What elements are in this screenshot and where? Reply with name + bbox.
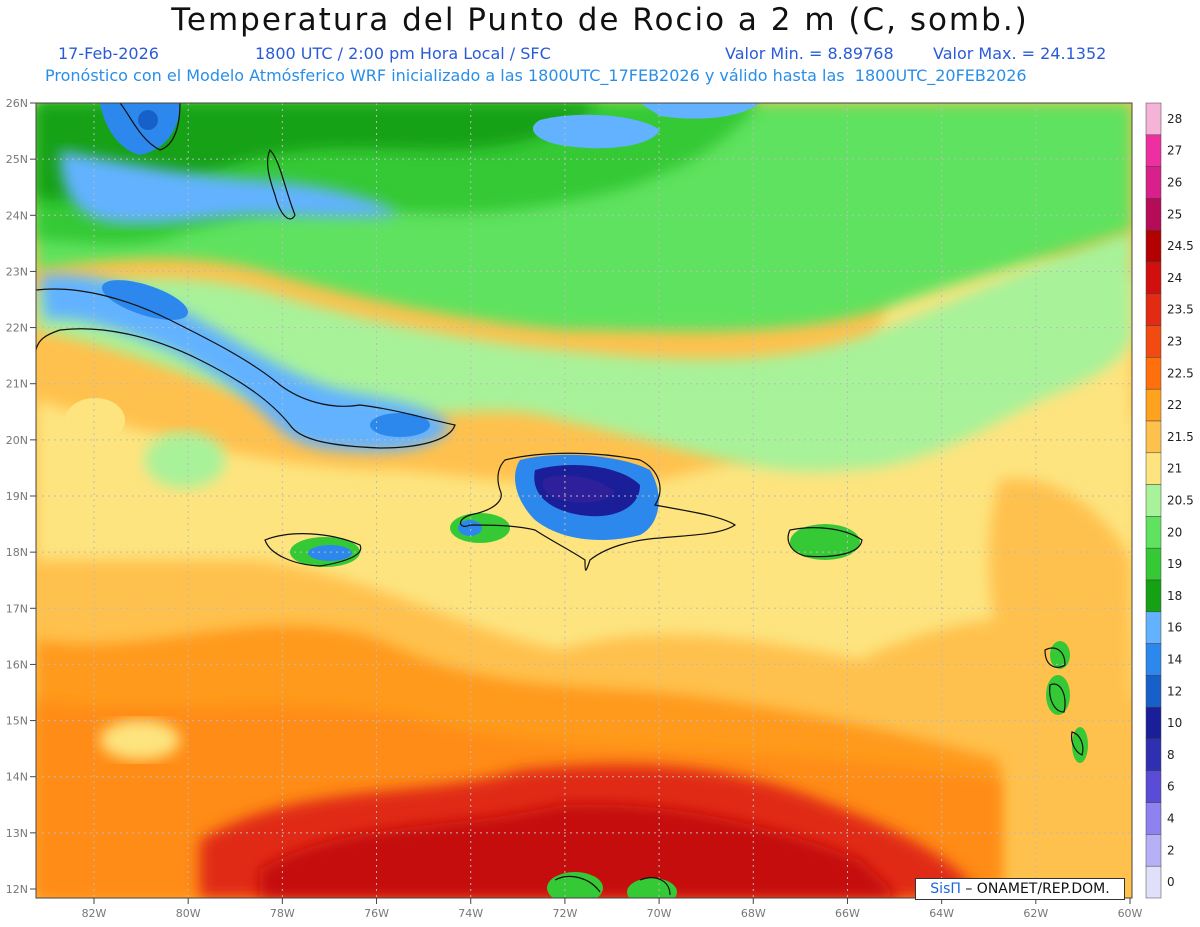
legend-swatch [1145,388,1162,422]
legend-label: 22.5 [1167,366,1194,380]
legend-label: 21 [1167,462,1182,476]
legend-swatch [1145,706,1162,740]
min-value-label: Valor Min. = 8.89768 [725,44,894,63]
legend-swatch [1145,611,1162,644]
lon-tick-label: 68W [741,907,766,920]
legend-label: 20 [1167,525,1182,539]
lat-tick-label: 26N [6,97,28,110]
legend-label: 26 [1167,176,1182,190]
lon-tick-label: 66W [835,907,860,920]
legend-swatch [1145,293,1162,326]
legend-label: 24 [1167,271,1182,285]
lat-tick-label: 21N [6,378,28,391]
longitude-labels: 82W 80W 78W 76W 74W 72W 70W 68W 66W 64W 62W 60W [82,898,1143,920]
lat-tick-label: 15N [6,715,28,728]
legend-label: 2 [1167,843,1175,857]
legend-swatch [1145,770,1162,803]
lat-tick-label: 20N [6,434,28,447]
legend-swatch [1145,357,1162,390]
latitude-labels: 26N 25N 24N 23N 22N 21N 20N 19N 18N 17N 16N 15N 14N 1… [6,97,36,896]
lon-tick-label: 70W [647,907,672,920]
date-label: 17-Feb-2026 [58,44,159,63]
legend-swatch [1145,420,1162,454]
legend-label: 0 [1167,875,1175,889]
legend-label: 12 [1167,684,1182,698]
legend-label: 24.5 [1167,239,1194,253]
lon-tick-label: 60W [1118,907,1143,920]
legend-swatch [1145,484,1162,517]
lat-tick-label: 23N [6,265,28,278]
legend-label: 6 [1167,780,1175,794]
time-label: 1800 UTC / 2:00 pm Hora Local / SFC [255,44,551,63]
legend-label: 25 [1167,207,1182,221]
max-value-label: Valor Max. = 24.1352 [933,44,1107,63]
lon-tick-label: 64W [929,907,954,920]
lon-tick-label: 80W [176,907,201,920]
coastlines [36,103,1084,896]
legend-label: 16 [1167,621,1182,635]
lat-tick-label: 19N [6,490,28,503]
legend-label: 18 [1167,589,1182,603]
legend-swatch [1145,325,1162,358]
lat-tick-label: 17N [6,602,28,615]
brand-logo: SisΠ [930,881,961,897]
legend-swatch [1145,547,1162,581]
legend-label: 8 [1167,748,1175,762]
lon-tick-label: 72W [552,907,577,920]
legend-label: 10 [1167,716,1182,730]
lon-tick-label: 82W [82,907,107,920]
legend-label: 27 [1167,144,1182,158]
legend-swatch [1145,579,1162,613]
lat-tick-label: 13N [6,827,28,840]
lat-tick-label: 12N [6,883,28,896]
credit-box: SisΠ – ONAMET/REP.DOM. [915,878,1125,900]
legend-swatch [1145,134,1162,167]
legend-label: 20.5 [1167,494,1194,508]
lat-tick-label: 25N [6,153,28,166]
graticule [36,103,1132,898]
legend-label: 21.5 [1167,430,1194,444]
legend-swatch [1145,834,1162,867]
lat-tick-label: 24N [6,209,28,222]
lat-tick-label: 16N [6,658,28,671]
legend-label: 23.5 [1167,303,1194,317]
legend-swatch [1145,261,1162,295]
model-info: Pronóstico con el Modelo Atmósferico WRF… [45,66,1027,85]
legend-swatch [1145,452,1162,485]
color-legend: 2827262524.52423.52322.52221.52120.52019… [1145,102,1194,899]
legend-swatch [1145,738,1162,772]
plot-frame [35,102,1133,899]
credit-text: – ONAMET/REP.DOM. [965,881,1110,897]
legend-swatch [1145,229,1162,263]
lon-tick-label: 74W [458,907,483,920]
legend-swatch [1145,802,1162,835]
legend-label: 4 [1167,812,1175,826]
legend-swatch [1145,516,1162,549]
lon-tick-label: 78W [270,907,295,920]
lat-tick-label: 18N [6,546,28,559]
shaded-field [36,103,1132,898]
legend-swatch [1145,102,1162,136]
legend-label: 19 [1167,557,1182,571]
lat-tick-label: 22N [6,322,28,335]
lat-tick-label: 14N [6,771,28,784]
lon-tick-label: 76W [364,907,389,920]
legend-swatch [1145,865,1162,899]
legend-label: 28 [1167,112,1182,126]
page-title: Temperatura del Punto de Rocio a 2 m (C,… [171,2,1029,38]
legend-label: 22 [1167,398,1182,412]
legend-swatch [1145,166,1162,199]
legend-swatch [1145,675,1162,708]
legend-swatch [1145,643,1162,676]
legend-label: 23 [1167,335,1182,349]
legend-label: 14 [1167,653,1182,667]
lon-tick-label: 62W [1023,907,1048,920]
legend-swatch [1145,198,1162,231]
